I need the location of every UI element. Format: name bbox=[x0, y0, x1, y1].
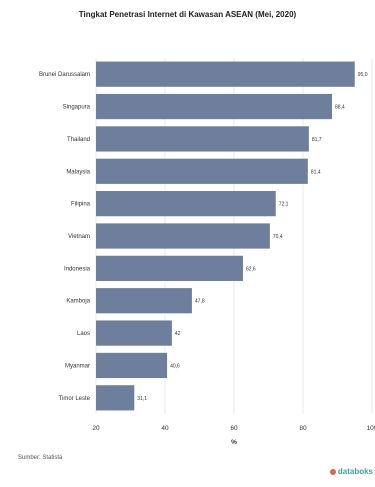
brand-logo: databoks bbox=[330, 467, 373, 476]
bar bbox=[96, 353, 167, 378]
value-label: 62,6 bbox=[246, 266, 256, 272]
category-label: Malaysia bbox=[66, 169, 90, 175]
value-label: 70,4 bbox=[273, 234, 283, 240]
bar bbox=[96, 62, 355, 87]
value-label: 81,7 bbox=[312, 137, 322, 143]
category-label: Indonesia bbox=[64, 266, 91, 272]
bar bbox=[96, 385, 134, 410]
x-tick-label: 20 bbox=[92, 425, 100, 432]
value-label: 47,8 bbox=[195, 299, 205, 305]
x-tick-label: 60 bbox=[230, 425, 238, 432]
category-label: Timor Leste bbox=[59, 396, 91, 402]
brand-dot-icon bbox=[330, 469, 336, 475]
value-label: 81,4 bbox=[311, 169, 321, 175]
x-tick-label: 40 bbox=[161, 425, 169, 432]
category-label: Kamboja bbox=[66, 299, 90, 305]
source-note: Sumber: Statista bbox=[18, 455, 62, 461]
x-tick-label: 100 bbox=[367, 425, 375, 432]
value-label: 42 bbox=[175, 331, 181, 337]
bar bbox=[96, 256, 243, 281]
bar bbox=[96, 126, 309, 151]
category-label: Filipina bbox=[71, 202, 91, 208]
x-tick-label: 80 bbox=[299, 425, 307, 432]
category-label: Laos bbox=[77, 331, 90, 337]
bar bbox=[96, 191, 276, 216]
bar bbox=[96, 288, 192, 313]
category-label: Thailand bbox=[67, 137, 90, 143]
value-label: 95,0 bbox=[358, 72, 368, 78]
value-label: 88,4 bbox=[335, 105, 345, 111]
bar bbox=[96, 223, 270, 248]
bar bbox=[96, 159, 308, 184]
brand-text: databoks bbox=[338, 467, 373, 476]
x-axis-title: % bbox=[231, 439, 237, 446]
value-label: 31,1 bbox=[137, 396, 147, 402]
value-label: 40,6 bbox=[170, 363, 180, 369]
value-label: 72,1 bbox=[279, 202, 289, 208]
bar bbox=[96, 320, 172, 345]
bar-chart: Brunei Darussalam 95,0 Singapura 88,4 Thaila… bbox=[0, 0, 375, 450]
category-label: Brunei Darussalam bbox=[39, 72, 90, 78]
category-label: Singapura bbox=[63, 105, 91, 111]
category-label: Myanmar bbox=[65, 363, 90, 369]
category-label: Vietnam bbox=[68, 234, 90, 240]
bar bbox=[96, 94, 332, 119]
